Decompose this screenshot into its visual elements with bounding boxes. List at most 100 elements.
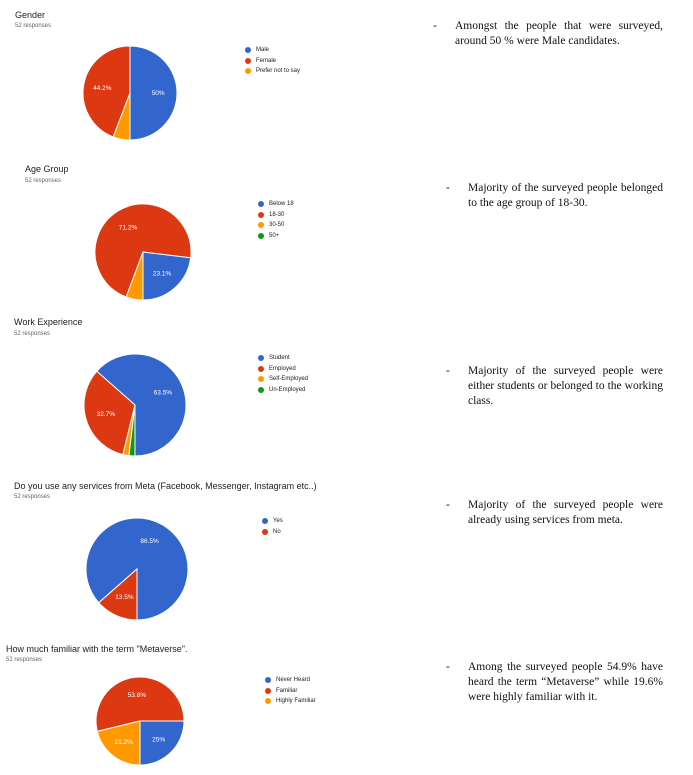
note-text: Majority of the surveyed people belonged… xyxy=(468,182,663,209)
legend-label: Prefer not to say xyxy=(256,68,301,75)
pie-data-label: 71.2% xyxy=(119,224,138,231)
pie-slice-prefer-not-to-say xyxy=(112,92,131,141)
legend-label: Female xyxy=(256,57,277,64)
legend-item[interactable]: 50+ xyxy=(258,231,294,242)
legend-swatch xyxy=(258,201,264,208)
legend-label: Highly Familiar xyxy=(276,698,316,705)
pie-data-label: 32.7% xyxy=(97,411,116,418)
note-dash: - xyxy=(446,499,450,511)
chart-title: How much familiar with the term "Metaver… xyxy=(6,644,188,654)
pie-slice-familiar xyxy=(95,676,185,733)
legend-swatch xyxy=(245,57,251,64)
chart-subtitle: 52 responses xyxy=(25,178,62,184)
legend-label: No xyxy=(273,528,281,535)
note-dash: - xyxy=(446,661,450,673)
legend-swatch xyxy=(265,687,271,694)
pie-data-label: 86.5% xyxy=(140,538,159,545)
note-text: Majority of the surveyed people were eit… xyxy=(468,365,663,407)
legend-swatch xyxy=(245,47,251,54)
legend-label: Yes xyxy=(273,518,283,525)
pie-slice-male xyxy=(129,45,178,141)
chart-legend: Student Employed Self-Employed Un-Employed xyxy=(258,353,308,395)
legend-swatch xyxy=(258,222,264,229)
pie-data-label: 23.1% xyxy=(153,271,172,278)
chart-legend: Yes No xyxy=(262,516,283,537)
chart-legend: Below 18 18-30 30-50 50+ xyxy=(258,199,294,241)
note-dash: - xyxy=(446,182,450,194)
legend-label: Familiar xyxy=(276,687,298,694)
legend-swatch xyxy=(258,232,264,239)
pie-slice-un-employed xyxy=(128,404,136,457)
pie-slice-student xyxy=(96,353,187,457)
note-text: Amongst the people that were surveyed, a… xyxy=(455,20,663,47)
legend-swatch xyxy=(262,518,268,525)
pie-slice-employed xyxy=(83,370,136,456)
legend-label: Male xyxy=(256,47,270,54)
legend-item[interactable]: Prefer not to say xyxy=(245,66,300,77)
pie-slice-30-50 xyxy=(125,251,144,301)
chart-title: Do you use any services from Meta (Faceb… xyxy=(14,481,317,491)
chart-title: Work Experience xyxy=(14,317,83,327)
pie-slice-female xyxy=(82,45,131,138)
legend-item[interactable]: Male xyxy=(245,45,300,56)
pie-slice-18-30 xyxy=(94,203,192,298)
legend-item[interactable]: Familiar xyxy=(265,686,316,697)
chart-subtitle: 52 responses xyxy=(14,331,51,337)
pie-slice-no xyxy=(98,567,138,621)
legend-item[interactable]: Highly Familiar xyxy=(265,696,316,707)
note-text: Majority of the surveyed people were alr… xyxy=(468,499,663,526)
pie-slice-below-18 xyxy=(142,251,192,301)
legend-label: Un-Employed xyxy=(269,386,306,393)
legend-label: Employed xyxy=(269,365,296,372)
legend-swatch xyxy=(258,211,264,218)
legend-swatch xyxy=(265,677,271,684)
legend-item[interactable]: No xyxy=(262,527,283,538)
legend-swatch xyxy=(265,698,271,705)
legend-item[interactable]: Yes xyxy=(262,516,283,527)
legend-label: 18-30 xyxy=(269,211,285,218)
pie-data-label: 25% xyxy=(152,737,165,744)
chart-subtitle: 52 responses xyxy=(6,657,43,663)
legend-swatch xyxy=(245,68,251,75)
legend-swatch xyxy=(258,386,264,393)
pie-slice-never-heard xyxy=(139,720,185,766)
legend-label: Below 18 xyxy=(269,201,294,208)
chart-subtitle: 52 responses xyxy=(14,494,51,500)
legend-item[interactable]: Never Heard xyxy=(265,675,316,686)
chart-title: Gender xyxy=(15,10,46,20)
chart-subtitle: 52 responses xyxy=(15,23,52,29)
legend-item[interactable]: Self-Employed xyxy=(258,374,308,385)
legend-label: 30-50 xyxy=(269,222,285,229)
legend-label: Never Heard xyxy=(276,677,311,684)
chart-legend: Male Female Prefer not to say xyxy=(245,45,300,77)
legend-label: Self-Employed xyxy=(269,376,309,383)
note-dash: - xyxy=(433,20,437,32)
pie-data-label: 50% xyxy=(152,90,165,97)
legend-swatch xyxy=(258,376,264,383)
legend-item[interactable]: Employed xyxy=(258,364,308,375)
note-dash: - xyxy=(446,365,450,377)
pie-data-label: 21.2% xyxy=(114,739,133,746)
pie-slice-highly-familiar xyxy=(96,720,141,766)
chart-legend: Never Heard Familiar Highly Familiar xyxy=(265,675,316,707)
legend-item[interactable]: 18-30 xyxy=(258,210,294,221)
pie-data-label: 53.8% xyxy=(128,692,147,699)
legend-item[interactable]: Female xyxy=(245,56,300,67)
pie-data-label: 44.2% xyxy=(93,85,112,92)
note-text: Among the surveyed people 54.9% have hea… xyxy=(468,661,663,703)
legend-item[interactable]: Below 18 xyxy=(258,199,294,210)
legend-item[interactable]: 30-50 xyxy=(258,220,294,231)
pie-data-label: 13.5% xyxy=(115,594,134,601)
legend-label: 50+ xyxy=(269,232,280,239)
legend-item[interactable]: Un-Employed xyxy=(258,385,308,396)
legend-item[interactable]: Student xyxy=(258,353,308,364)
legend-swatch xyxy=(258,355,264,362)
chart-title: Age Group xyxy=(25,164,69,174)
pie-data-label: 63.5% xyxy=(154,389,173,396)
legend-swatch xyxy=(262,528,268,535)
legend-swatch xyxy=(258,365,264,372)
